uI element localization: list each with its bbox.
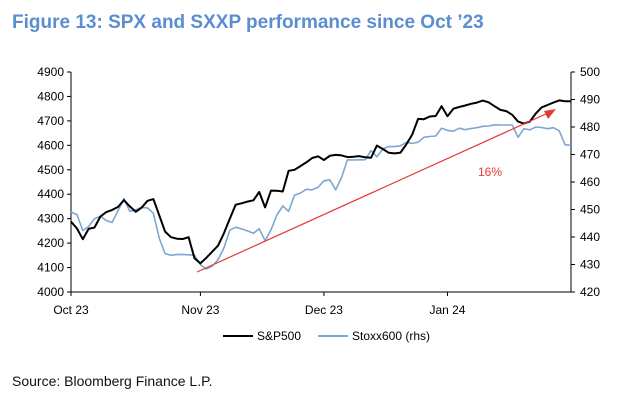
y-right-tick-label: 490 (580, 93, 600, 107)
y-left-tick-label: 4300 (37, 212, 64, 226)
y-left-tick-label: 4800 (37, 89, 64, 103)
y-left-tick-label: 4100 (37, 261, 64, 275)
y-right-tick-label: 430 (580, 258, 600, 272)
y-left-tick-label: 4200 (37, 236, 64, 250)
y-right-tick-label: 480 (580, 120, 600, 134)
legend-label-sp500: S&P500 (257, 329, 301, 343)
x-tick-label: Dec 23 (305, 303, 343, 317)
x-tick-label: Oct 23 (53, 303, 89, 317)
x-tick-label: Nov 23 (181, 303, 219, 317)
y-left-tick-label: 4500 (37, 163, 64, 177)
y-right-tick-label: 470 (580, 148, 600, 162)
y-right-tick-label: 500 (580, 65, 600, 79)
series-line-sp500 (70, 99, 571, 265)
chart-legend: S&P500 Stoxx600 (rhs) (223, 329, 430, 343)
series-line-stoxx600 (70, 124, 572, 270)
chart-axes: 4000 4100 4200 4300 4400 4500 4600 4700 4800 4900… (37, 65, 600, 317)
y-left-tick-label: 4000 (37, 285, 64, 299)
y-right-tick-label: 440 (580, 230, 600, 244)
y-left-tick-label: 4900 (37, 65, 64, 79)
page-title: Figure 13: SPX and SXXP performance sinc… (12, 12, 484, 33)
y-right-tick-label: 420 (580, 285, 600, 299)
y-left-tick-label: 4400 (37, 187, 64, 201)
y-left-tick-label: 4700 (37, 114, 64, 128)
chart-annotation: 16% (196, 109, 556, 273)
trend-label: 16% (478, 165, 502, 179)
trend-arrow-head (544, 109, 556, 119)
x-tick-label: Jan 24 (429, 303, 465, 317)
y-left-tick-label: 4600 (37, 138, 64, 152)
legend-label-stoxx600: Stoxx600 (rhs) (352, 329, 430, 343)
y-right-tick-label: 450 (580, 203, 600, 217)
chart-lines (70, 99, 572, 270)
trend-arrow-line (196, 112, 549, 273)
y-right-tick-label: 460 (580, 175, 600, 189)
source-note: Source: Bloomberg Finance L.P. (12, 373, 213, 389)
